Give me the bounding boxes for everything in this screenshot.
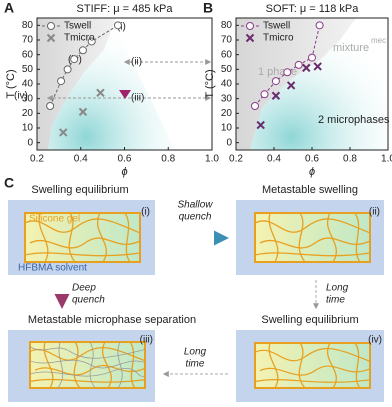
chart-title: SOFT: μ = 118 kPa: [266, 3, 360, 15]
process-arrows: [46, 34, 212, 101]
point: [286, 81, 296, 90]
y-tick-label: 40: [22, 79, 34, 90]
point: [63, 65, 72, 74]
x-tick-label: 1.0: [381, 154, 392, 165]
y-tick-label: 80: [22, 20, 34, 31]
x-tick-label: 1.0: [205, 154, 219, 165]
y-tick-label: 40: [221, 79, 233, 90]
y-tick-label: 10: [22, 123, 34, 134]
panel-label: C: [4, 175, 14, 191]
annotation: (iii): [131, 93, 144, 104]
chart-title: STIFF: μ = 485 kPa: [77, 3, 174, 15]
y-axis-label: T (°C): [5, 69, 17, 98]
point: [87, 37, 96, 46]
point: [70, 55, 79, 64]
x-tick-label: 0.6: [118, 154, 132, 165]
point: [256, 120, 265, 130]
x-tick-label: 0.6: [305, 154, 319, 165]
panel-tag: (i): [141, 207, 150, 218]
y-tick-label: 60: [22, 49, 34, 60]
legend-label: Tmicro: [64, 33, 95, 44]
annotation: (ii): [131, 57, 142, 68]
point: [57, 77, 66, 86]
arrow-label: Long: [184, 347, 207, 358]
gel-label: Silicone gel: [29, 214, 80, 225]
panel-label: A: [4, 0, 14, 16]
legend-symbol: [46, 33, 56, 43]
arrow-label: time: [326, 295, 345, 306]
legend-label: Tmicro: [263, 33, 294, 44]
point: [260, 90, 269, 99]
panel-tag: (iv): [368, 335, 382, 346]
panel-label: B: [203, 0, 213, 16]
legend-symbol: [245, 33, 255, 43]
legend-symbol: [246, 22, 254, 30]
phase-shading: [37, 18, 388, 150]
point: [271, 91, 281, 100]
x-tick-label: 0.4: [74, 154, 88, 165]
diagram: C Swelling equilibrium Metastable swelli…: [4, 175, 384, 402]
panel-tag: (iii): [140, 335, 153, 346]
arrow-label: time: [186, 359, 205, 370]
panel-title: Metastable microphase separation: [28, 314, 196, 326]
annotation: mixture: [333, 42, 369, 54]
annotation: mec: [371, 36, 386, 45]
arrow-label: Shallow: [177, 200, 213, 211]
y-tick-label: 70: [22, 35, 34, 46]
y-tick-label: 0: [27, 137, 33, 148]
y-tick-label: 20: [22, 108, 34, 119]
point: [302, 63, 311, 73]
legend-label: Tswell: [263, 21, 290, 32]
point: [46, 102, 55, 110]
panel-title: Swelling equilibrium: [261, 314, 358, 326]
point: [251, 102, 259, 110]
arrow-label: quench: [72, 295, 105, 306]
panel-title: Swelling equilibrium: [31, 184, 128, 196]
point: [113, 21, 122, 30]
y-axis-label: T (°C): [204, 69, 216, 98]
x-tick-label: 0.2: [30, 154, 44, 165]
x-tick-label: 0.2: [229, 154, 243, 165]
legend-symbol: [47, 22, 55, 30]
point: [78, 107, 88, 117]
x-axis-label: ϕ: [309, 166, 315, 178]
x-tick-label: 0.8: [161, 154, 175, 165]
y-tick-label: 50: [221, 64, 233, 75]
point: [315, 21, 324, 30]
point: [308, 53, 316, 62]
point: [313, 62, 322, 71]
point: [271, 77, 280, 86]
y-tick-label: 30: [221, 93, 233, 104]
y-tick-label: 30: [22, 93, 34, 104]
solvent-label: HFBMA solvent: [18, 263, 87, 274]
y-tick-label: 10: [221, 123, 233, 134]
x-tick-label: 0.8: [343, 154, 357, 165]
annotation: (iv): [14, 91, 28, 102]
point: [78, 46, 87, 55]
y-tick-label: 50: [22, 64, 34, 75]
x-tick-label: 0.4: [267, 154, 281, 165]
panel-title: Metastable swelling: [262, 184, 358, 196]
arrow-label: Long: [326, 283, 349, 294]
point: [59, 128, 68, 137]
point: [283, 68, 292, 77]
x-axis-label: ϕ: [121, 166, 127, 178]
legend-label: Tswell: [64, 21, 91, 32]
arrow-label: Deep: [72, 283, 96, 294]
gel-box: [24, 212, 141, 263]
annotation: 2 microphases: [318, 114, 390, 126]
y-tick-label: 60: [221, 49, 233, 60]
y-tick-label: 80: [221, 20, 233, 31]
y-tick-label: 20: [221, 108, 233, 119]
arrow-label: quench: [179, 212, 212, 223]
y-tick-label: 70: [221, 35, 233, 46]
point: [294, 60, 303, 69]
panel-tag: (ii): [369, 207, 380, 218]
y-tick-label: 0: [226, 137, 232, 148]
point: [96, 88, 105, 98]
